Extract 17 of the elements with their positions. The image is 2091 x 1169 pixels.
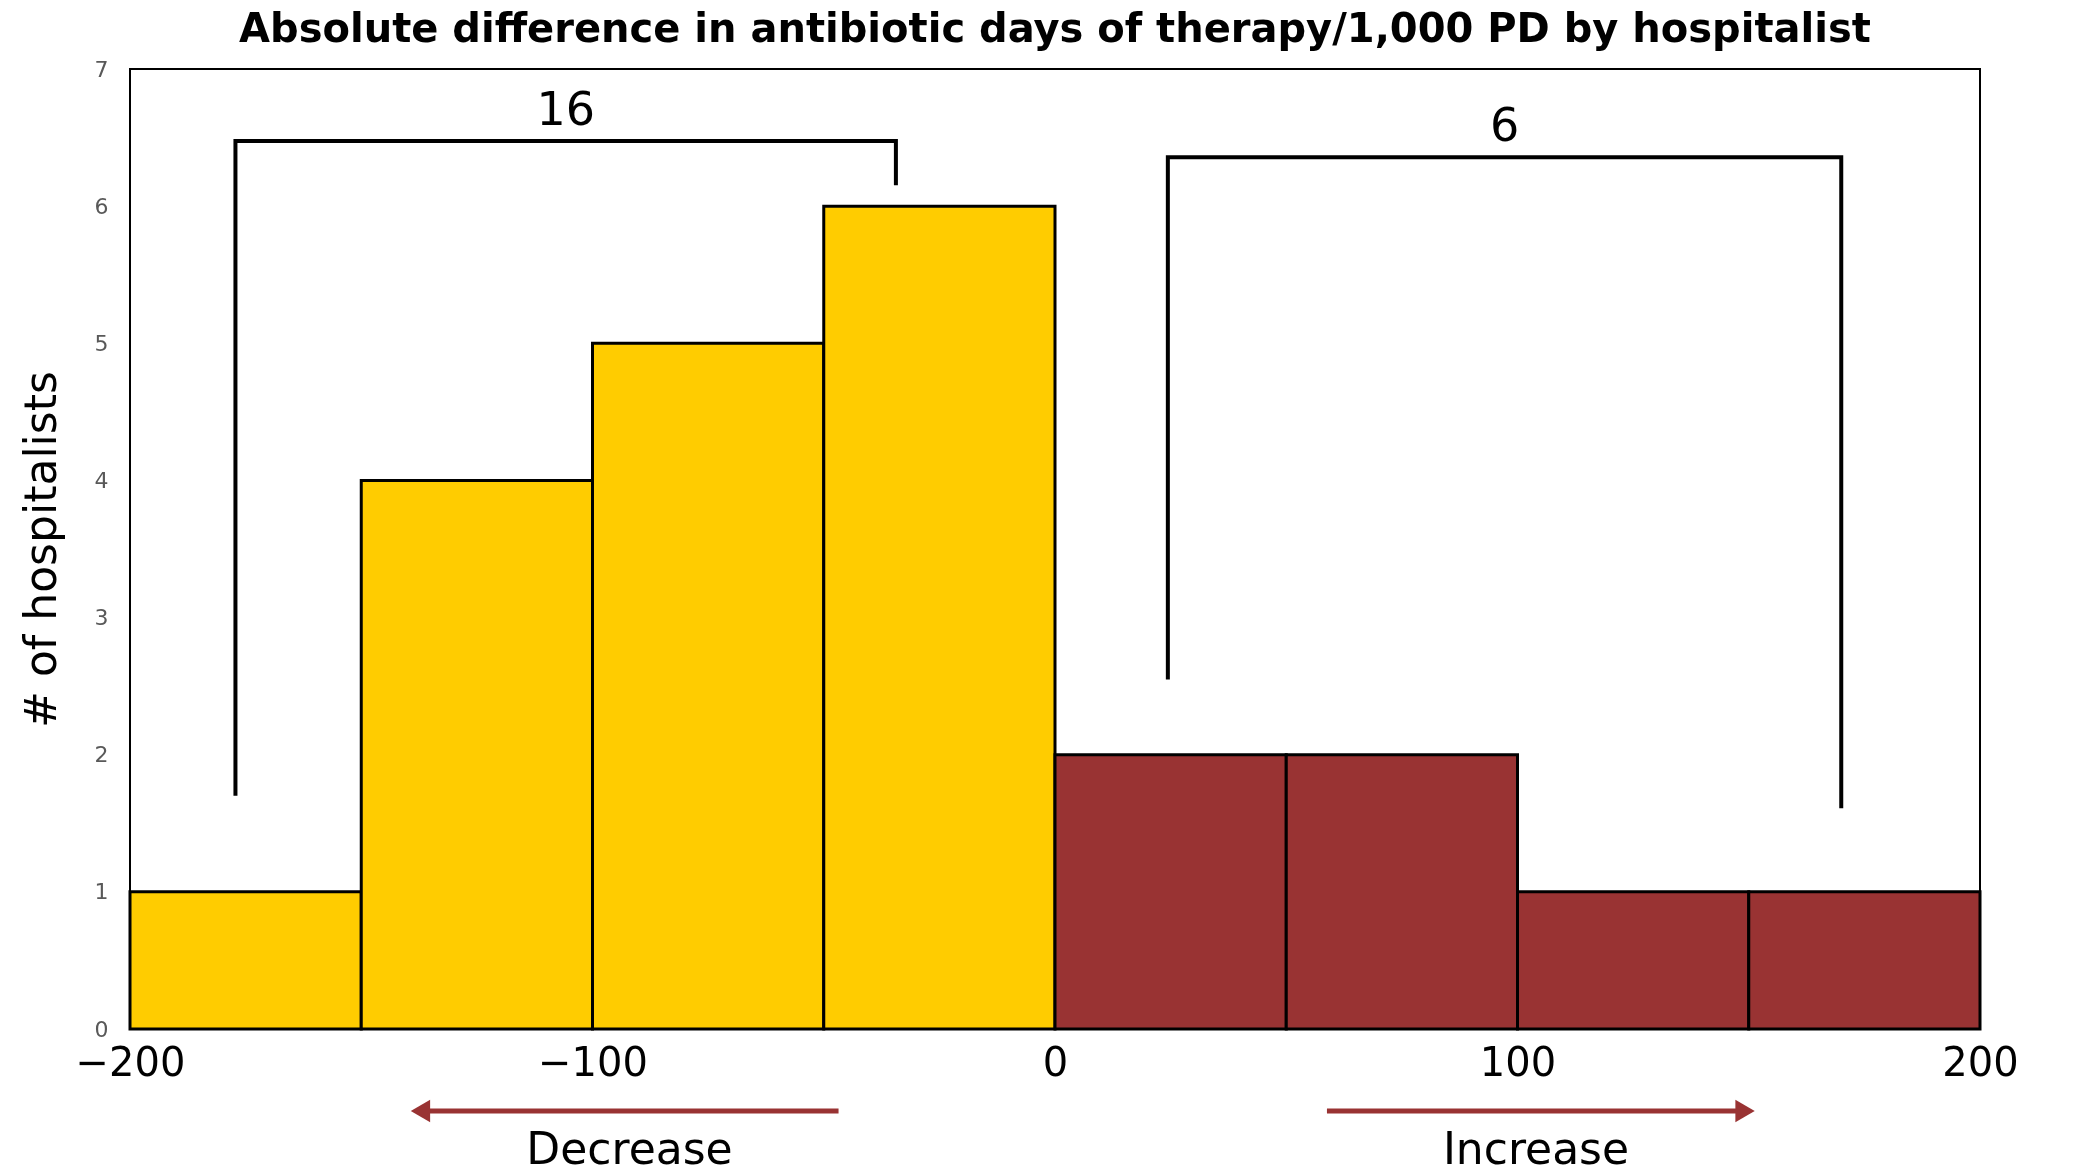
x-tick-label: −100 <box>538 1038 648 1085</box>
y-tick-label: 7 <box>94 56 109 82</box>
x-tick-label: 0 <box>1042 1038 1069 1085</box>
y-tick-label: 4 <box>94 467 109 493</box>
y-tick-label: 1 <box>94 879 109 905</box>
text: Decrease <box>526 1123 733 1169</box>
y-tick-label: 6 <box>94 193 109 219</box>
y-tick-label: 3 <box>94 605 109 631</box>
annotation: 6 <box>1489 98 1520 153</box>
y-axis-title: # of hospitalists <box>14 371 66 728</box>
x-tick-label: 200 <box>1942 1038 2019 1085</box>
chart-title: Absolute difference in antibiotic days of therapy/1,000 PD by hospitalist <box>239 5 1871 51</box>
annotation: 16 <box>536 82 595 136</box>
x-tick-label: 100 <box>1479 1038 1557 1085</box>
y-tick-label: 5 <box>94 330 109 356</box>
y-tick-label: 2 <box>94 742 109 768</box>
text: Increase <box>1442 1123 1630 1169</box>
